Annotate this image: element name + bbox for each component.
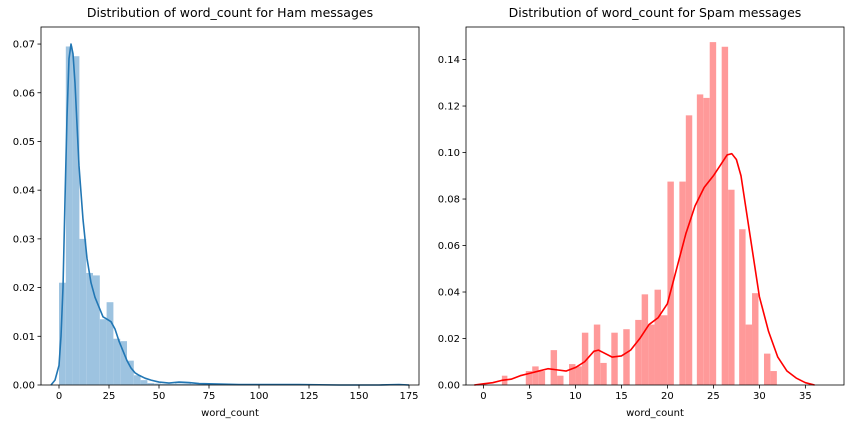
spam-axes-frame <box>465 26 845 386</box>
ham-hist-bar <box>120 341 127 385</box>
spam-hist-bar <box>550 350 558 385</box>
ham-y-tick-label: 0.03 <box>13 234 35 245</box>
spam-y-tick-label: 0.00 <box>438 381 460 392</box>
ham-y-tick-label: 0.06 <box>13 88 35 99</box>
spam-hist-bar <box>532 366 539 385</box>
ham-hist-bar <box>154 383 161 385</box>
spam-y-tick-label: 0.12 <box>438 102 460 113</box>
spam-hist-bar <box>660 315 668 385</box>
ham-hist-bar <box>175 383 191 385</box>
spam-chart: Distribution of word_count for Spam mess… <box>438 5 845 419</box>
ham-x-tick-label: 175 <box>399 391 418 402</box>
spam-hist-bar <box>600 362 607 385</box>
spam-x-tick-label: 30 <box>753 391 766 402</box>
spam-hist-bar <box>581 332 589 385</box>
spam-x-tick-label: 15 <box>615 391 628 402</box>
spam-hist-bar <box>525 371 533 385</box>
ham-hist-bar <box>140 380 148 385</box>
spam-x-tick-label: 35 <box>799 391 812 402</box>
spam-hist-bar <box>557 375 564 385</box>
spam-x-tick-label: 5 <box>526 391 532 402</box>
spam-hist-bar <box>696 94 704 386</box>
spam-y-tick-label: 0.04 <box>438 288 460 299</box>
spam-hist-bar <box>593 324 601 385</box>
ham-kde-line <box>50 43 410 386</box>
ham-y-tick-label: 0.00 <box>13 381 35 392</box>
ham-hist-bar <box>106 302 114 385</box>
ham-x-tick-label: 50 <box>153 391 166 402</box>
spam-hist-bar <box>569 364 576 385</box>
spam-hist-bar <box>703 97 710 386</box>
spam-chart-title: Distribution of word_count for Spam mess… <box>509 5 802 20</box>
ham-hist-bar <box>59 282 66 385</box>
ham-y-tick-label: 0.01 <box>13 332 35 343</box>
spam-x-tick-label: 10 <box>569 391 582 402</box>
spam-y-tick-label: 0.06 <box>438 241 460 252</box>
ham-hist-bar <box>147 383 155 385</box>
spam-hist-bar <box>679 181 686 385</box>
ham-y-tick-label: 0.02 <box>13 283 35 294</box>
spam-plot-area: 0 5 10 15 20 25 30 35 0.00 0.02 0.04 0.06 0.08 0.10 0.… <box>438 26 845 402</box>
spam-hist-bar <box>641 294 649 385</box>
spam-hist-bar <box>623 329 630 385</box>
ham-hist-bar <box>72 56 80 385</box>
ham-hist-bar <box>133 375 141 385</box>
ham-hist-bar <box>79 238 87 385</box>
ham-hist-bar <box>113 338 121 385</box>
ham-x-tick-label: 25 <box>103 391 116 402</box>
spam-hist-bar <box>770 371 777 385</box>
ham-axes-frame <box>40 26 420 386</box>
ham-hist-bar <box>93 275 100 385</box>
ham-hist-bar <box>127 360 134 385</box>
spam-y-tick-label: 0.08 <box>438 195 460 206</box>
ham-x-tick-label: 0 <box>56 391 62 402</box>
ham-plot-area: 0 25 50 75 100 125 150 175 0.00 0.01 0.02 0.03 0.04 0… <box>13 26 420 402</box>
ham-x-tick-label: 100 <box>249 391 268 402</box>
spam-hist-bar <box>752 293 759 385</box>
spam-hist-bar <box>635 319 642 385</box>
ham-hist-bar <box>86 272 93 385</box>
spam-hist-bar <box>611 332 618 385</box>
spam-hist-bar <box>763 353 771 385</box>
spam-hist-bar <box>709 42 717 386</box>
spam-hist-bar <box>685 115 693 385</box>
ham-hist-bar <box>99 319 107 385</box>
spam-y-tick-label: 0.14 <box>438 55 460 66</box>
ham-hist-bar <box>161 384 175 385</box>
ham-chart: Distribution of word_count for Ham messa… <box>13 5 420 419</box>
spam-hist-bar <box>538 371 546 385</box>
spam-hist-bar <box>728 189 735 385</box>
spam-x-tick-label: 20 <box>661 391 674 402</box>
ham-x-tick-label: 75 <box>203 391 216 402</box>
ham-hist-bar <box>65 46 73 385</box>
spam-x-axis-label: word_count <box>626 408 684 419</box>
spam-hist-bar <box>745 324 753 385</box>
spam-hist-bar <box>648 324 655 385</box>
ham-hist-bar <box>191 384 209 385</box>
spam-x-tick-label: 25 <box>707 391 720 402</box>
spam-y-tick-label: 0.10 <box>438 148 460 159</box>
ham-x-axis-label: word_count <box>201 408 259 419</box>
spam-hist-bar <box>739 229 746 385</box>
spam-hist-bar <box>667 181 674 385</box>
ham-y-tick-label: 0.05 <box>13 137 35 148</box>
ham-x-tick-label: 150 <box>349 391 368 402</box>
spam-hist-bar <box>654 289 661 385</box>
spam-kde-line <box>474 152 815 386</box>
ham-chart-title: Distribution of word_count for Ham messa… <box>87 5 373 20</box>
ham-y-tick-label: 0.04 <box>13 186 35 197</box>
spam-x-tick-label: 0 <box>480 391 486 402</box>
spam-hist-bar <box>575 366 582 385</box>
spam-y-tick-label: 0.02 <box>438 334 460 345</box>
ham-y-tick-label: 0.07 <box>13 40 35 51</box>
spam-hist-bar <box>721 46 729 385</box>
ham-x-tick-label: 125 <box>299 391 318 402</box>
